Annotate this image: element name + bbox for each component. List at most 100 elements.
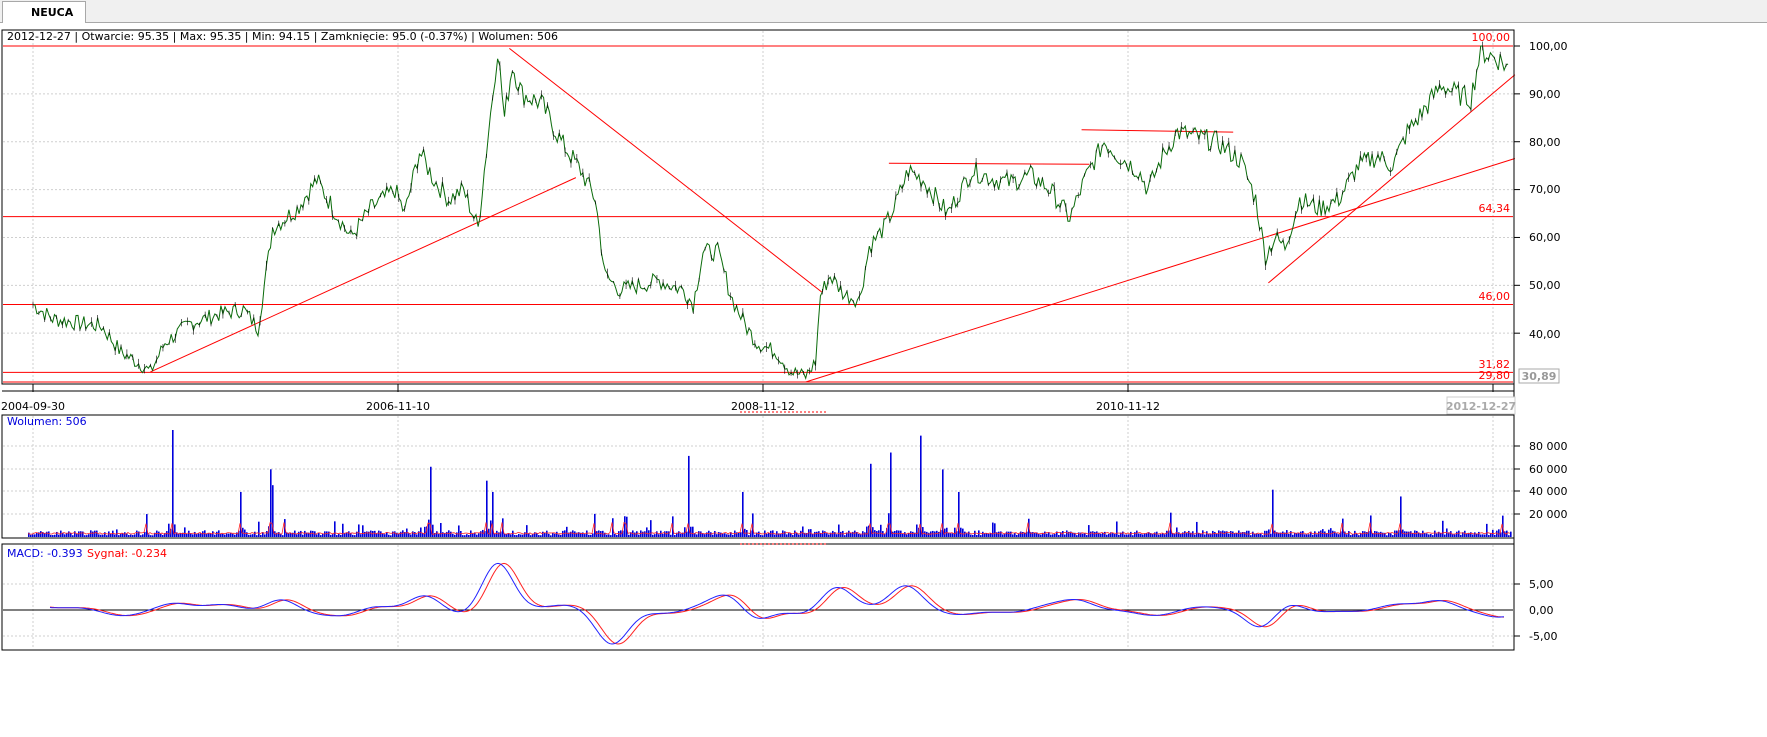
volume-bar (1130, 531, 1132, 537)
volume-bar (1490, 533, 1492, 537)
volume-bar (598, 530, 600, 537)
volume-bar (78, 531, 80, 537)
volume-bar (476, 534, 478, 537)
volume-bar (576, 532, 578, 537)
volume-bar (1002, 534, 1004, 537)
volume-bar (278, 532, 280, 537)
volume-bar (908, 533, 910, 537)
volume-bar (118, 535, 120, 537)
volume-bar (188, 530, 190, 537)
volume-bar (366, 531, 368, 537)
volume-bar (350, 532, 352, 537)
volume-bar (206, 533, 208, 537)
volume-bar (840, 531, 842, 537)
volume-bar (714, 530, 716, 537)
volume-bar (924, 531, 926, 537)
volume-bar (1038, 533, 1040, 537)
chart-area[interactable]: 2012-12-27 | Otwarcie: 95.35 | Max: 95.3… (0, 23, 1767, 737)
volume-bar (308, 532, 310, 537)
grid (3, 31, 1520, 649)
volume-bar (1124, 534, 1126, 537)
volume-bar (954, 527, 956, 537)
volume-bar (1168, 530, 1170, 537)
volume-bar (768, 532, 770, 537)
volume-bar (1084, 533, 1086, 537)
volume-bar (1272, 489, 1274, 537)
volume-bar (170, 528, 172, 537)
volume-bar (416, 534, 418, 537)
volume-bar (1352, 534, 1354, 537)
volume-bar (40, 531, 42, 537)
volume-bar (540, 535, 542, 537)
volume-bar (272, 485, 274, 537)
volume-bar (1308, 534, 1310, 537)
volume-bar (342, 523, 344, 537)
volume-bar (344, 532, 346, 537)
volume-bar (1278, 532, 1280, 537)
volume-bar (1262, 535, 1264, 537)
volume-bar (438, 534, 440, 537)
macd-series (3, 562, 1513, 645)
trend-lines (150, 47, 1516, 383)
volume-bar (1244, 532, 1246, 537)
volume-bar (706, 532, 708, 537)
volume-bar (730, 532, 732, 537)
volume-bar (688, 455, 690, 537)
volume-bar (318, 532, 320, 537)
volume-bar (148, 534, 150, 537)
volume-bar (1076, 535, 1078, 537)
volume-bar (1274, 530, 1276, 537)
volume-bar (1070, 531, 1072, 537)
volume-bar (72, 535, 74, 537)
volume-bar (44, 532, 46, 537)
volume-panel-frame (1, 414, 1515, 539)
volume-bar (974, 530, 976, 537)
volume-bar (436, 531, 438, 537)
volume-bar (1150, 533, 1152, 537)
volume-bar (1450, 531, 1452, 537)
volume-bar (1034, 532, 1036, 537)
volume-bar (1068, 531, 1070, 537)
volume-info-label: Wolumen: 506 (7, 415, 87, 428)
volume-bar (180, 533, 182, 537)
volume-bar (1234, 532, 1236, 537)
volume-bar (1226, 531, 1228, 537)
volume-bar (1270, 533, 1272, 537)
volume-bar (1388, 532, 1390, 537)
volume-bar (922, 527, 924, 537)
x-tick-label: 2010-11-12 (1096, 400, 1160, 413)
tab-neuca[interactable]: NEUCA (2, 1, 87, 23)
volume-bar (528, 533, 530, 537)
volume-bar (330, 534, 332, 537)
volume-bar (200, 533, 202, 537)
volume-bar (1138, 533, 1140, 537)
volume-bar (1416, 530, 1418, 537)
volume-bar (778, 533, 780, 537)
volume-bar (1036, 532, 1038, 537)
volume-bar (378, 530, 380, 537)
volume-bar (956, 531, 958, 537)
current-price-box (1518, 368, 1560, 384)
volume-bar (58, 534, 60, 537)
volume-bar (328, 531, 330, 537)
volume-bar (434, 532, 436, 537)
volume-bar (934, 531, 936, 537)
volume-bar (1348, 531, 1350, 537)
volume-bar (580, 532, 582, 537)
volume-bar (234, 534, 236, 537)
volume-bar (34, 534, 36, 537)
volume-bar (518, 533, 520, 537)
volume-bar (348, 531, 350, 537)
volume-bar (400, 531, 402, 537)
volume-bar (240, 491, 242, 537)
volume-bar (952, 533, 954, 537)
volume-bar (166, 531, 168, 537)
volume-bar (1190, 532, 1192, 537)
volume-bar (904, 532, 906, 537)
volume-bar (732, 534, 734, 537)
volume-bar (360, 534, 362, 537)
volume-bar (1222, 530, 1224, 537)
volume-bar (1032, 532, 1034, 537)
stock-chart[interactable]: 2012-12-27 | Otwarcie: 95.35 | Max: 95.3… (0, 23, 1767, 737)
volume-bar (1500, 532, 1502, 537)
